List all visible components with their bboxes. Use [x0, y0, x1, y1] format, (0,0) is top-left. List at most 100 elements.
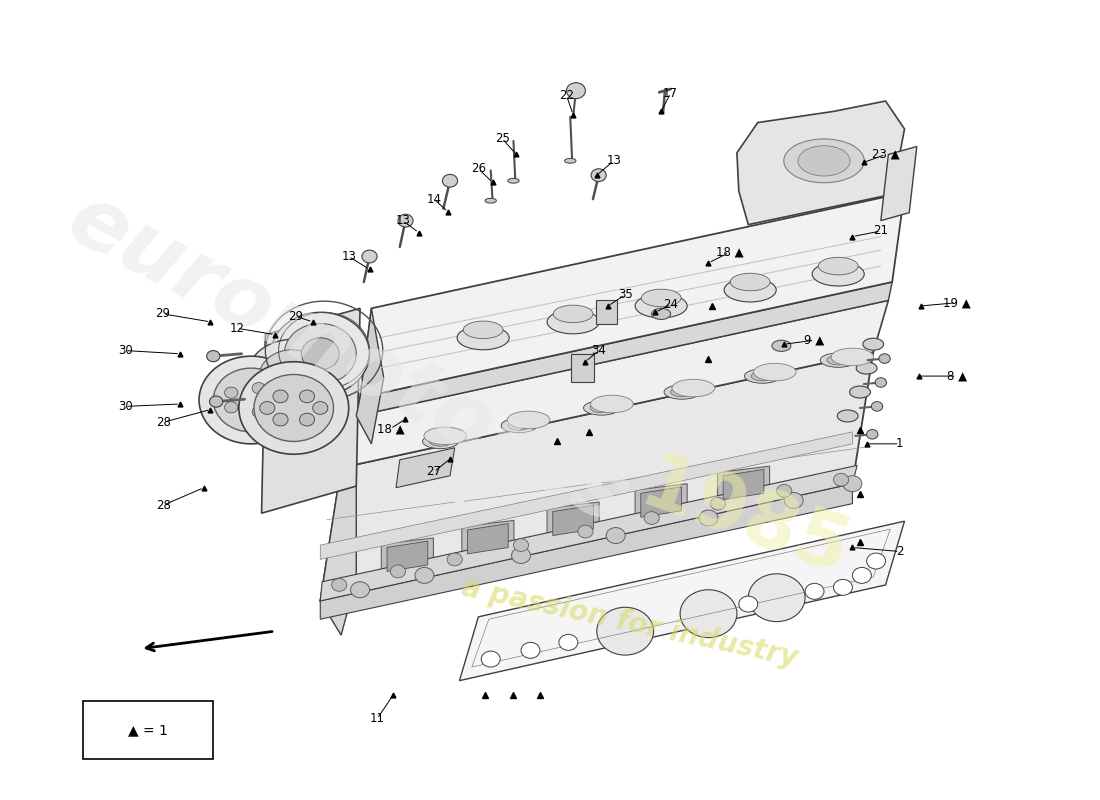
- Text: 30: 30: [118, 400, 133, 413]
- Circle shape: [711, 498, 726, 510]
- Ellipse shape: [429, 437, 452, 446]
- Ellipse shape: [751, 371, 773, 381]
- Polygon shape: [462, 520, 514, 557]
- Circle shape: [698, 510, 718, 526]
- Circle shape: [299, 413, 315, 426]
- Ellipse shape: [508, 178, 519, 183]
- Ellipse shape: [745, 369, 781, 383]
- Circle shape: [559, 634, 578, 650]
- Ellipse shape: [827, 355, 849, 365]
- Circle shape: [273, 390, 288, 402]
- Polygon shape: [468, 523, 508, 554]
- Circle shape: [299, 390, 315, 402]
- Polygon shape: [596, 300, 617, 324]
- Text: 11: 11: [370, 712, 385, 726]
- Circle shape: [512, 547, 530, 563]
- Circle shape: [871, 402, 882, 411]
- Circle shape: [645, 512, 659, 524]
- Circle shape: [784, 493, 803, 509]
- Circle shape: [521, 642, 540, 658]
- Polygon shape: [320, 484, 852, 619]
- Polygon shape: [881, 146, 916, 221]
- Circle shape: [777, 485, 792, 498]
- Ellipse shape: [591, 395, 634, 413]
- Text: 18 ▲: 18 ▲: [376, 422, 404, 435]
- Ellipse shape: [422, 434, 459, 449]
- Ellipse shape: [671, 387, 693, 397]
- Text: 34: 34: [591, 344, 606, 357]
- Circle shape: [514, 538, 529, 551]
- Text: 13: 13: [395, 214, 410, 227]
- Circle shape: [351, 582, 370, 598]
- Polygon shape: [737, 101, 904, 225]
- Polygon shape: [320, 416, 356, 635]
- Ellipse shape: [798, 146, 850, 176]
- Circle shape: [239, 362, 349, 454]
- Polygon shape: [547, 502, 600, 538]
- Circle shape: [254, 374, 333, 442]
- Polygon shape: [320, 432, 852, 559]
- Ellipse shape: [424, 427, 466, 445]
- Ellipse shape: [507, 411, 550, 429]
- Ellipse shape: [856, 362, 877, 374]
- Circle shape: [739, 596, 758, 612]
- Ellipse shape: [664, 385, 700, 399]
- Ellipse shape: [772, 340, 791, 351]
- Circle shape: [260, 402, 275, 414]
- Circle shape: [805, 583, 824, 599]
- Text: 24: 24: [663, 298, 678, 311]
- Polygon shape: [382, 538, 433, 574]
- Ellipse shape: [590, 403, 613, 413]
- FancyBboxPatch shape: [84, 702, 213, 758]
- Text: 26: 26: [471, 162, 486, 175]
- Circle shape: [270, 394, 283, 406]
- Text: euromotores: euromotores: [54, 178, 643, 543]
- Text: 35: 35: [618, 288, 632, 302]
- Ellipse shape: [641, 289, 681, 306]
- Polygon shape: [320, 352, 873, 601]
- Circle shape: [199, 356, 304, 444]
- Text: 1: 1: [896, 438, 903, 450]
- Circle shape: [834, 579, 852, 595]
- Ellipse shape: [818, 258, 858, 275]
- Text: 22: 22: [559, 89, 574, 102]
- Text: 18 ▲: 18 ▲: [715, 246, 744, 259]
- Polygon shape: [356, 308, 384, 444]
- Polygon shape: [717, 466, 770, 503]
- Circle shape: [415, 567, 433, 583]
- Text: 29: 29: [288, 310, 304, 322]
- Circle shape: [312, 402, 328, 414]
- Polygon shape: [387, 541, 428, 571]
- Circle shape: [748, 574, 805, 622]
- Circle shape: [252, 406, 265, 418]
- Circle shape: [331, 578, 346, 591]
- Circle shape: [252, 382, 265, 394]
- Text: 13: 13: [341, 250, 356, 263]
- Ellipse shape: [730, 274, 770, 290]
- Polygon shape: [320, 466, 857, 601]
- Circle shape: [843, 476, 862, 492]
- Circle shape: [207, 350, 220, 362]
- Circle shape: [578, 525, 593, 538]
- Circle shape: [258, 350, 324, 406]
- Circle shape: [606, 527, 625, 543]
- Circle shape: [209, 396, 222, 407]
- Polygon shape: [571, 354, 594, 382]
- Text: 19 ▲: 19 ▲: [943, 296, 970, 310]
- Text: 25: 25: [495, 132, 509, 145]
- Circle shape: [834, 474, 848, 486]
- Text: 2: 2: [896, 545, 903, 558]
- Circle shape: [867, 430, 878, 439]
- Text: 14: 14: [427, 193, 441, 206]
- Ellipse shape: [485, 198, 496, 203]
- Circle shape: [591, 169, 606, 182]
- Circle shape: [398, 214, 414, 227]
- Circle shape: [566, 82, 585, 98]
- Circle shape: [442, 174, 458, 187]
- Text: 21: 21: [873, 225, 889, 238]
- Ellipse shape: [553, 305, 593, 322]
- Ellipse shape: [812, 262, 865, 286]
- Polygon shape: [723, 470, 763, 500]
- Text: 17: 17: [663, 86, 678, 99]
- Polygon shape: [262, 308, 360, 514]
